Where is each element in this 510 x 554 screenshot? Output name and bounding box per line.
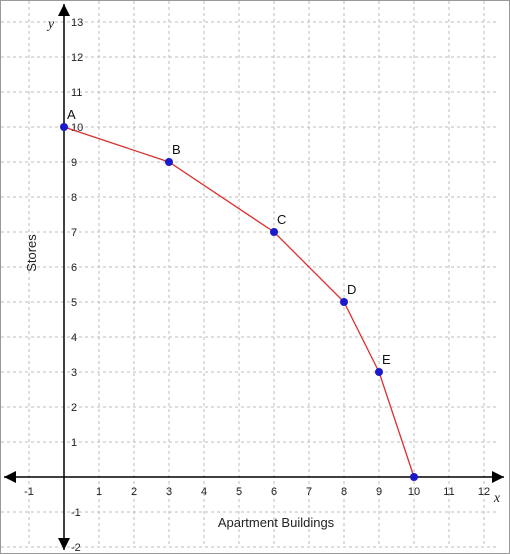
x-tick-label: 4 (201, 486, 207, 498)
data-point (375, 368, 383, 376)
point-label: D (347, 282, 356, 297)
series: A B C D E (60, 107, 418, 481)
y-tick-label: 3 (71, 367, 77, 379)
y-tick-label: 8 (71, 192, 77, 204)
y-tick-label: 5 (71, 297, 77, 309)
grid (1, 1, 498, 548)
frontier-curve (63, 126, 415, 478)
x-tick-label: 3 (166, 486, 172, 498)
x-tick-label: 2 (131, 486, 137, 498)
x-axis-arrow-left (4, 471, 16, 483)
x-tick-label: 1 (96, 486, 102, 498)
y-tick-label: 4 (71, 332, 77, 344)
point-label: C (277, 212, 286, 227)
x-tick-label: 5 (236, 486, 242, 498)
x-tick-label: 11 (443, 486, 454, 498)
y-tick-label: 2 (71, 402, 77, 414)
y-tick-label: 1 (71, 437, 77, 449)
x-tick-label: 8 (341, 486, 347, 498)
y-tick-label: 6 (71, 262, 77, 274)
point-label: B (172, 142, 181, 157)
x-tick-label: 9 (376, 486, 382, 498)
data-point (270, 228, 278, 236)
x-tick-label: 6 (271, 486, 277, 498)
y-axis-letter: y (46, 17, 55, 32)
y-tick-label: 7 (71, 227, 77, 239)
y-axis-arrow-down (58, 538, 70, 550)
data-point (340, 298, 348, 306)
x-tick-label: 10 (408, 486, 420, 498)
point-label: E (382, 352, 391, 367)
y-tick-label: -1 (71, 507, 81, 519)
y-axis-arrow-up (58, 4, 70, 16)
x-tick-label: -1 (24, 486, 34, 498)
data-point (165, 158, 173, 166)
axis-titles: Apartment Buildings Stores x y (24, 17, 501, 530)
x-axis-title: Apartment Buildings (218, 515, 335, 530)
axes (4, 4, 504, 550)
y-tick-label: 9 (71, 157, 77, 169)
y-axis-title: Stores (24, 234, 39, 272)
x-tick-label: 7 (306, 486, 312, 498)
x-axis-arrow-right (492, 471, 504, 483)
y-tick-label: 12 (71, 52, 83, 64)
x-axis-letter: x (493, 491, 501, 506)
data-point (410, 473, 418, 481)
y-tick-label: 11 (71, 87, 82, 99)
point-label: A (67, 107, 76, 122)
x-tick-label: 12 (478, 486, 490, 498)
data-point (60, 123, 68, 131)
y-tick-label: -2 (71, 542, 81, 554)
y-tick-label: 13 (71, 17, 83, 29)
